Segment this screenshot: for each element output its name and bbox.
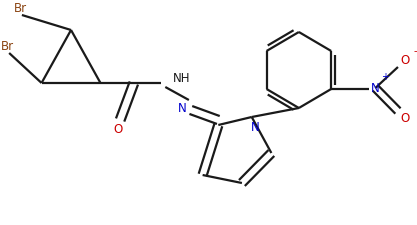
Text: Br: Br bbox=[0, 40, 14, 53]
Text: NH: NH bbox=[173, 71, 191, 84]
Text: O: O bbox=[400, 112, 409, 125]
Text: N: N bbox=[178, 102, 186, 115]
Text: +: + bbox=[381, 72, 389, 82]
Text: Br: Br bbox=[13, 2, 27, 16]
Text: O: O bbox=[400, 54, 409, 67]
Text: -: - bbox=[414, 46, 417, 56]
Text: N: N bbox=[371, 82, 380, 95]
Text: O: O bbox=[113, 123, 123, 136]
Text: N: N bbox=[251, 121, 260, 134]
